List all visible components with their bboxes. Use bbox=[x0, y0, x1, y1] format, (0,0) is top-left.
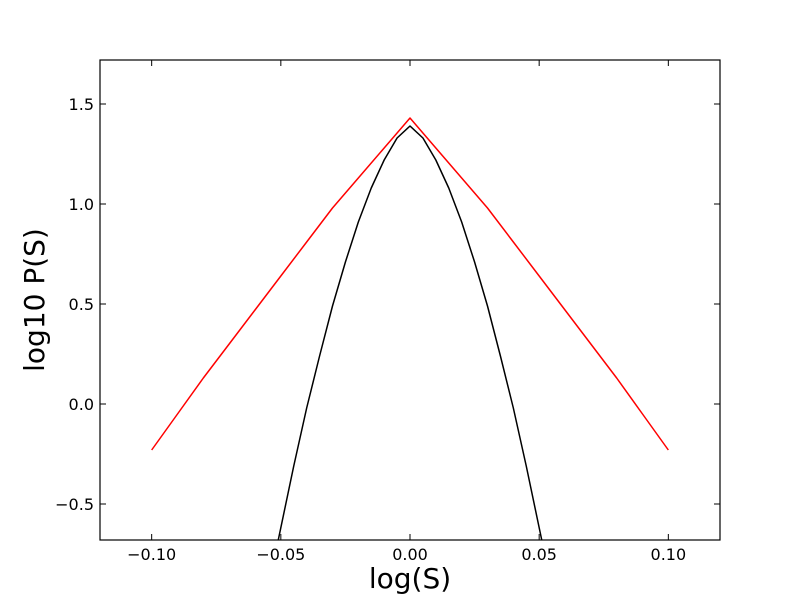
ticks-layer: −0.10 −0.05 0.00 0.05 0.10 −0.5 0.0 0.5 1.0 1.5 bbox=[55, 60, 720, 564]
x-tick-label: 0.10 bbox=[651, 545, 687, 564]
y-tick-label: −0.5 bbox=[55, 495, 94, 514]
x-tick-label: 0.00 bbox=[392, 545, 428, 564]
y-tick-label: 0.5 bbox=[69, 295, 94, 314]
x-tick-label: −0.10 bbox=[127, 545, 176, 564]
x-tick-label: 0.05 bbox=[521, 545, 557, 564]
x-tick-label: −0.05 bbox=[256, 545, 305, 564]
y-tick-label: 1.0 bbox=[69, 195, 94, 214]
y-tick-label: 0.0 bbox=[69, 395, 94, 414]
y-axis-label: log10 P(S) bbox=[18, 228, 51, 372]
x-axis-label: log(S) bbox=[369, 562, 451, 595]
y-tick-label: 1.5 bbox=[69, 95, 94, 114]
series-layer bbox=[151, 117, 669, 540]
series-line-0 bbox=[151, 117, 669, 451]
series-line-1 bbox=[277, 125, 543, 540]
